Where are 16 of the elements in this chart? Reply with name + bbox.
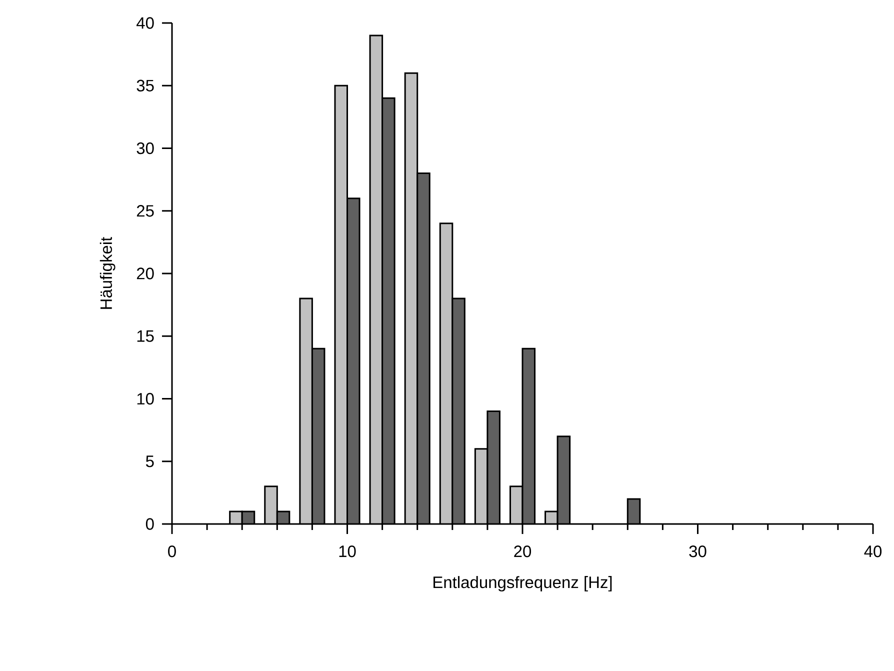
y-tick-label: 25: [136, 205, 154, 217]
x-axis-title: Entladungsfrequenz [Hz]: [434, 576, 612, 592]
y-axis-title: Häufigkeit: [100, 236, 116, 309]
x-tick-label: 40: [864, 546, 882, 558]
x-tick-label: 20: [514, 546, 532, 558]
y-tick-label: 5: [146, 456, 154, 468]
y-tick-label: 35: [136, 80, 154, 92]
y-tick-label: 0: [146, 518, 154, 530]
x-tick-label: 0: [168, 546, 176, 558]
y-tick-label: 20: [136, 268, 154, 280]
y-tick-label: 30: [136, 142, 154, 154]
y-tick-label: 40: [136, 17, 154, 29]
x-tick-label: 10: [339, 546, 356, 558]
y-tick-label: 15: [137, 330, 154, 342]
x-tick-label: 30: [689, 546, 706, 558]
y-tick-label: 10: [137, 392, 154, 405]
